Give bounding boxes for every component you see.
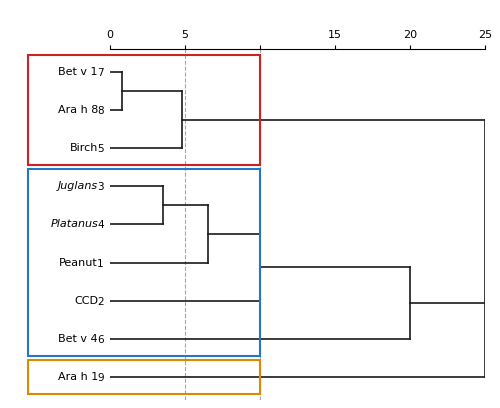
Text: Bet v 1: Bet v 1 [58,67,98,77]
Text: Bet v 4: Bet v 4 [58,334,98,344]
Bar [28,360,260,394]
Text: Birch: Birch [70,143,98,153]
Text: Ara h 1: Ara h 1 [58,372,98,382]
Bar [28,169,260,356]
Text: CCD: CCD [74,296,98,306]
Bar [28,55,260,165]
Text: Platanus: Platanus [50,220,98,229]
Text: Peanut: Peanut [60,257,98,268]
Text: Juglans: Juglans [58,181,98,191]
Text: Ara h 8: Ara h 8 [58,105,98,115]
